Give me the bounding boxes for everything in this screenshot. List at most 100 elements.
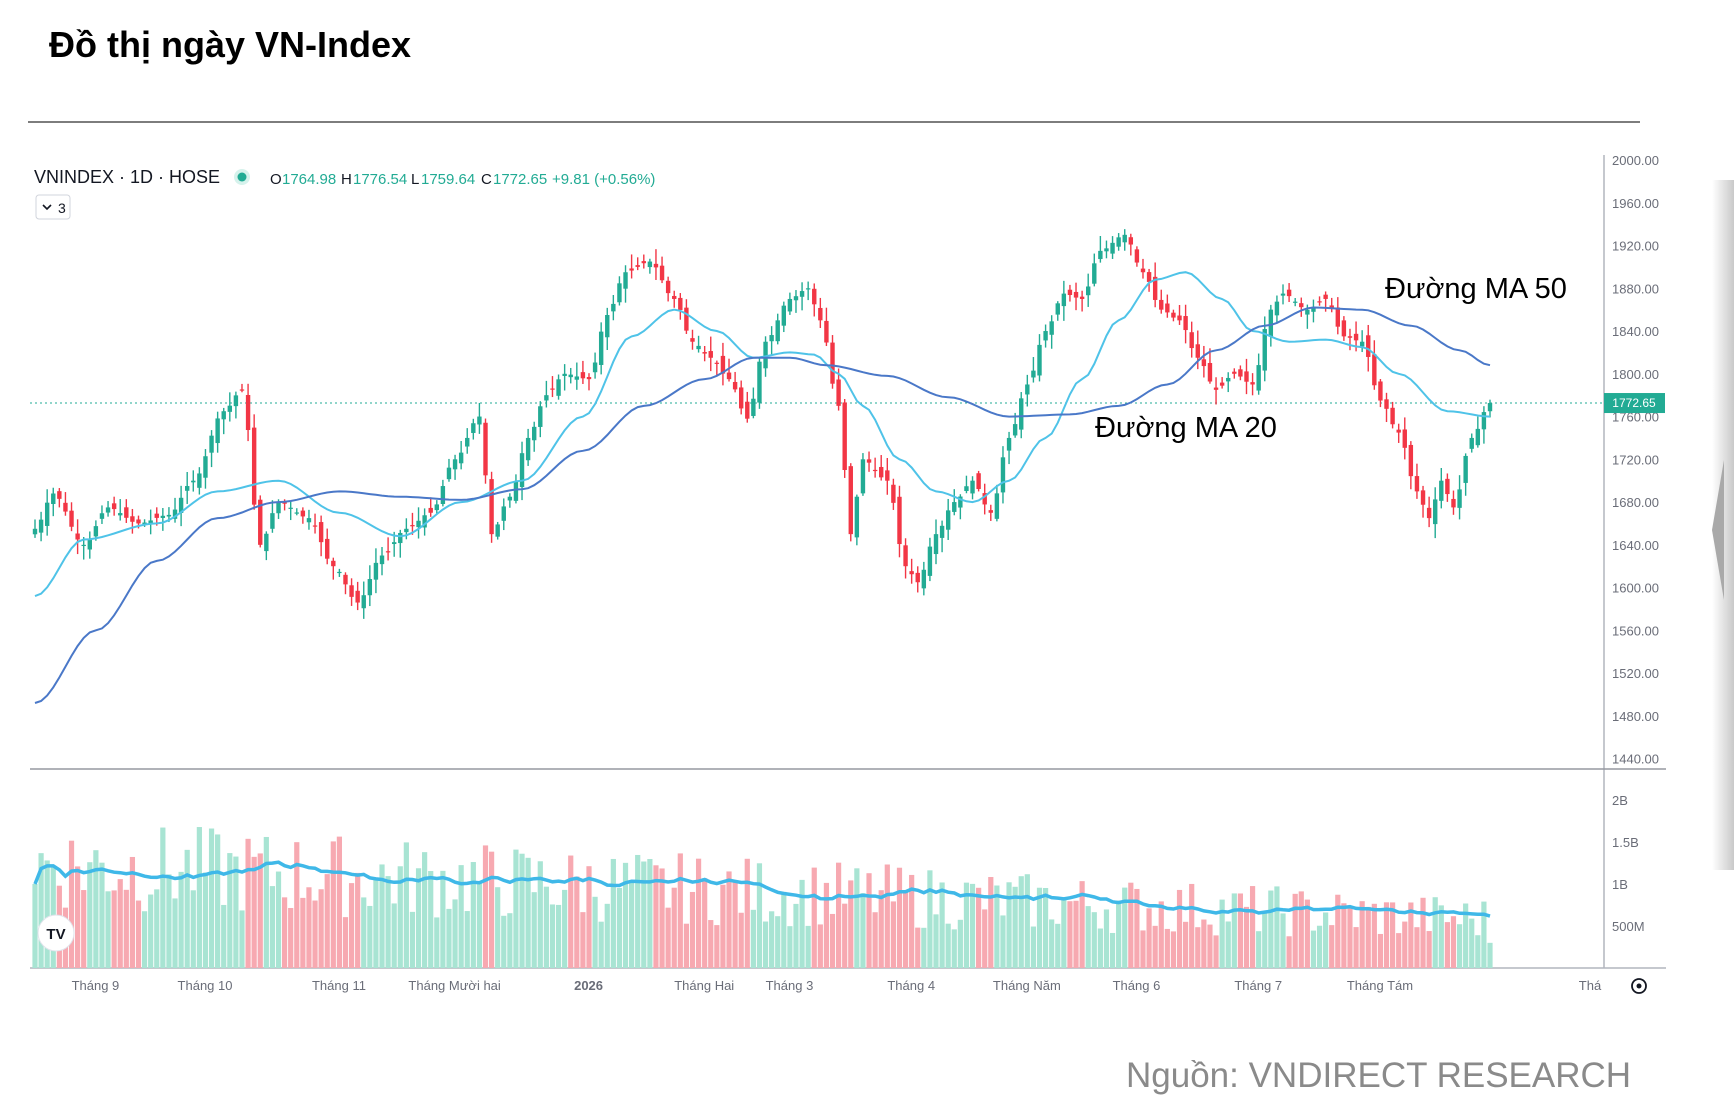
candle bbox=[306, 509, 312, 530]
candle bbox=[465, 428, 470, 454]
candle bbox=[1262, 316, 1267, 382]
price-tick-label: 1560.00 bbox=[1612, 623, 1659, 638]
open-label: O bbox=[270, 171, 282, 188]
candle bbox=[318, 515, 324, 557]
volume-bar bbox=[1268, 890, 1274, 968]
volume-bar bbox=[99, 862, 105, 968]
candle bbox=[1183, 304, 1188, 344]
candle bbox=[1329, 297, 1334, 313]
candle bbox=[337, 568, 342, 577]
volume-bar bbox=[799, 879, 805, 968]
candle bbox=[757, 357, 762, 409]
volume-bar bbox=[221, 904, 227, 968]
page-title: Đồ thị ngày VN-Index bbox=[49, 24, 412, 65]
candle bbox=[1341, 316, 1347, 341]
volume-bar bbox=[1103, 909, 1110, 968]
volume-bar bbox=[208, 828, 215, 968]
candle bbox=[227, 392, 233, 422]
volume-bar bbox=[458, 865, 464, 968]
volume-bar bbox=[422, 852, 428, 968]
volume-bar bbox=[574, 876, 580, 968]
volume-bar bbox=[1042, 887, 1049, 968]
price-tick-label: 1920.00 bbox=[1612, 239, 1659, 254]
candle bbox=[623, 265, 628, 303]
time-tick-label: Tháng Mười hai bbox=[408, 978, 500, 993]
candle bbox=[178, 485, 184, 527]
candle bbox=[714, 360, 720, 377]
volume-bar bbox=[1323, 912, 1329, 968]
volume-bar bbox=[434, 917, 440, 968]
candle bbox=[1049, 315, 1054, 349]
candle bbox=[355, 581, 360, 611]
volume-bar bbox=[1365, 906, 1371, 968]
candle bbox=[105, 501, 111, 517]
candle bbox=[440, 479, 446, 507]
volume-bar bbox=[1329, 925, 1335, 968]
last-price-tag: 1772.65 bbox=[1604, 393, 1665, 414]
volume-bar bbox=[994, 885, 1000, 968]
volume-bar bbox=[598, 921, 604, 968]
volume-bar bbox=[1377, 933, 1384, 968]
symbol-label[interactable]: VNINDEX · 1D · HOSE bbox=[34, 167, 220, 187]
volume-bar bbox=[726, 871, 732, 968]
volume-bar bbox=[787, 926, 793, 968]
volume-bar bbox=[750, 909, 756, 968]
volume-bar bbox=[44, 860, 50, 968]
volume-bar bbox=[884, 864, 890, 968]
candle bbox=[842, 398, 847, 478]
volume-bar bbox=[300, 897, 306, 968]
candle bbox=[452, 454, 458, 480]
volume-bar bbox=[38, 853, 44, 968]
price-tick-label: 1720.00 bbox=[1612, 452, 1659, 467]
candle bbox=[982, 483, 987, 515]
volume-bar bbox=[355, 872, 361, 968]
candle bbox=[952, 489, 957, 516]
market-status-dot bbox=[237, 172, 247, 182]
candle bbox=[532, 421, 537, 452]
candle bbox=[264, 531, 269, 561]
volume-bar bbox=[1122, 887, 1128, 968]
candle bbox=[428, 497, 433, 517]
volume-bar bbox=[842, 903, 848, 968]
candle bbox=[860, 453, 866, 496]
candle bbox=[1286, 283, 1292, 303]
candle bbox=[1232, 368, 1237, 379]
tradingview-logo[interactable]: TV bbox=[37, 914, 75, 952]
volume-bar bbox=[1219, 899, 1225, 968]
high-label: H bbox=[341, 171, 352, 188]
candle bbox=[288, 501, 293, 521]
candle bbox=[385, 537, 391, 561]
candle bbox=[373, 548, 379, 594]
candle bbox=[422, 508, 427, 536]
candle bbox=[647, 258, 653, 274]
volume-bar bbox=[1310, 930, 1317, 968]
page-edge-decoration bbox=[1712, 180, 1734, 870]
volume-bar bbox=[32, 884, 38, 968]
candle bbox=[1384, 392, 1389, 423]
indicator-toggle-button[interactable]: 3 bbox=[35, 194, 71, 220]
volume-bar bbox=[525, 857, 531, 968]
candles-layer bbox=[32, 229, 1493, 619]
volume-bar bbox=[769, 911, 775, 968]
candle bbox=[1433, 487, 1438, 539]
volume-bar bbox=[111, 890, 117, 968]
volume-bar bbox=[988, 877, 994, 968]
candle bbox=[879, 455, 884, 481]
settings-gear-icon[interactable] bbox=[1631, 978, 1647, 994]
candle bbox=[1104, 240, 1109, 259]
candle bbox=[635, 257, 640, 271]
volume-bar bbox=[141, 911, 148, 968]
candle bbox=[1250, 373, 1255, 396]
volume-bar bbox=[829, 913, 836, 968]
volume-bar bbox=[976, 887, 982, 968]
candle bbox=[148, 509, 153, 535]
candle bbox=[1207, 348, 1213, 384]
candle bbox=[629, 254, 634, 279]
candle bbox=[702, 345, 707, 362]
volume-bar bbox=[1225, 921, 1231, 968]
volume-bar bbox=[805, 925, 811, 968]
volume-bar bbox=[196, 827, 202, 968]
candle bbox=[209, 430, 214, 468]
candle bbox=[1420, 485, 1426, 518]
